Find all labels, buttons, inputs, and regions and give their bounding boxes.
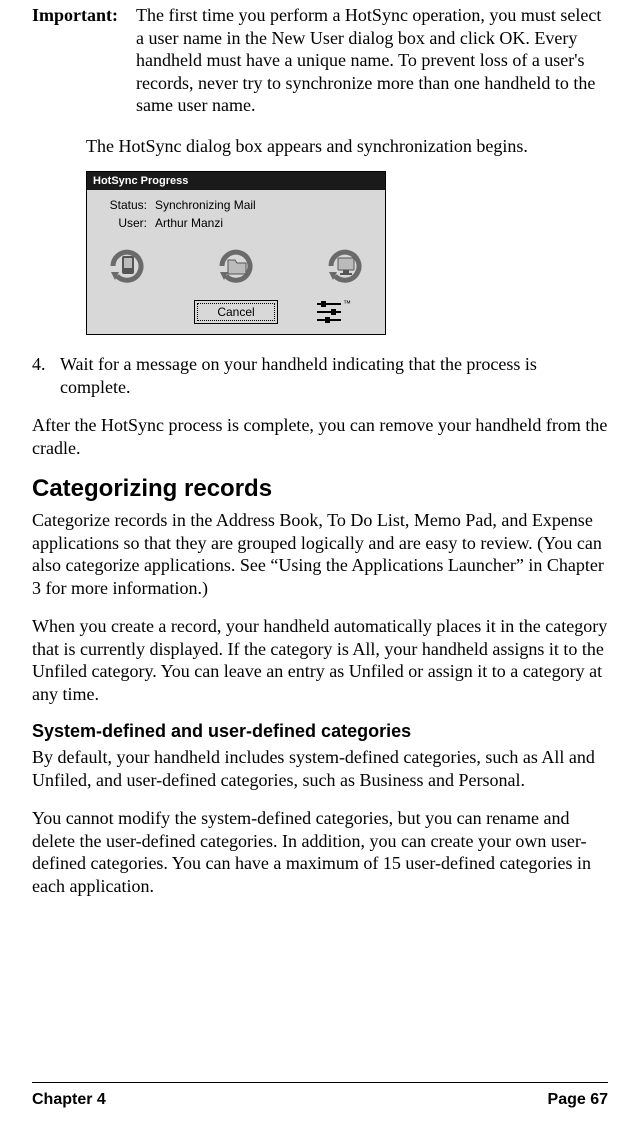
step-text: Wait for a message on your handheld indi… [60, 353, 608, 398]
sync-icons-row [97, 234, 375, 296]
categorizing-p2: When you create a record, your handheld … [32, 615, 608, 705]
categorizing-records-heading: Categorizing records [32, 475, 608, 503]
categorizing-p1: Categorize records in the Address Book, … [32, 509, 608, 599]
trademark-symbol: ™ [343, 299, 351, 308]
after-process-text: After the HotSync process is complete, y… [32, 414, 608, 459]
important-note: Important: The first time you perform a … [32, 4, 608, 117]
hotsync-appears-text: The HotSync dialog box appears and synch… [86, 135, 608, 158]
step-number: 4. [32, 353, 60, 398]
status-row: Status: Synchronizing Mail [97, 198, 375, 212]
step-4: 4. Wait for a message on your handheld i… [32, 353, 608, 398]
user-row: User: Arthur Manzi [97, 216, 375, 230]
user-value: Arthur Manzi [155, 216, 223, 230]
desktop-sync-icon [321, 242, 369, 290]
hotsync-progress-dialog: HotSync Progress Status: Synchronizing M… [86, 171, 386, 335]
dialog-bottom-row: Cancel ™ [97, 296, 375, 324]
footer-chapter: Chapter 4 [32, 1091, 106, 1109]
page-footer: Chapter 4 Page 67 [32, 1082, 608, 1109]
settings-sliders-icon: ™ [315, 298, 351, 326]
important-text: The first time you perform a HotSync ope… [136, 4, 608, 117]
handheld-sync-icon [103, 242, 151, 290]
status-value: Synchronizing Mail [155, 198, 256, 212]
important-label: Important: [32, 4, 136, 117]
sys-user-p2: You cannot modify the system-defined cat… [32, 807, 608, 897]
dialog-screenshot: HotSync Progress Status: Synchronizing M… [86, 171, 608, 335]
user-label: User: [97, 216, 147, 230]
content-area: Important: The first time you perform a … [32, 0, 608, 897]
sys-user-p1: By default, your handheld includes syste… [32, 746, 608, 791]
dialog-titlebar: HotSync Progress [87, 172, 385, 190]
folder-sync-icon [212, 242, 260, 290]
dialog-body: Status: Synchronizing Mail User: Arthur … [87, 190, 385, 334]
cancel-button[interactable]: Cancel [194, 300, 277, 324]
sys-user-categories-heading: System-defined and user-defined categori… [32, 721, 608, 742]
status-label: Status: [97, 198, 147, 212]
footer-page: Page 67 [548, 1091, 608, 1109]
page: Important: The first time you perform a … [0, 0, 640, 1131]
